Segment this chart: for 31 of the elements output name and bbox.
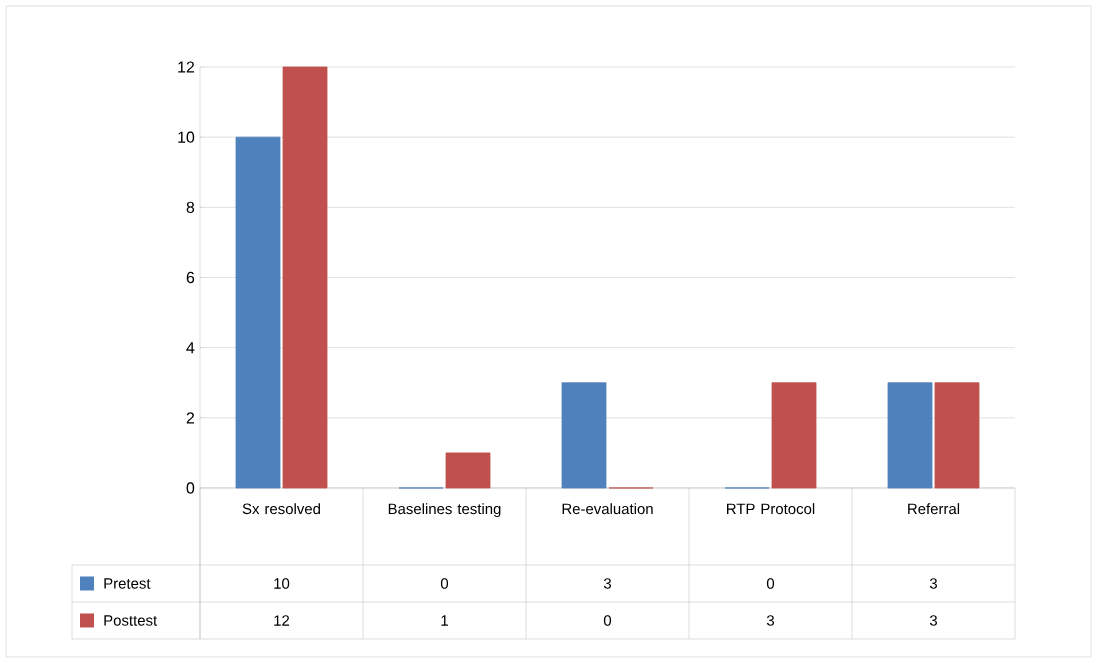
data-label: 3 — [929, 615, 937, 626]
data-label: 0 — [603, 615, 612, 626]
bar — [445, 452, 491, 489]
y-tick-label: 8 — [186, 201, 195, 213]
data-label: 12 — [274, 615, 290, 626]
data-label: 1 — [441, 615, 448, 626]
data-label: 3 — [929, 578, 937, 589]
data-label: 0 — [440, 578, 449, 589]
legend-label: Posttest — [104, 615, 158, 626]
y-tick-label: 0 — [186, 482, 195, 494]
data-label: 3 — [603, 578, 612, 589]
y-tick-label: 2 — [186, 412, 195, 424]
legend-label: Pretest — [104, 578, 151, 589]
x-tick-label: RTP Protocol — [727, 503, 815, 515]
x-tick-label: Baselines testing — [388, 503, 501, 518]
bar — [235, 136, 281, 489]
bar — [934, 382, 980, 489]
y-tick-label: 12 — [178, 61, 195, 73]
data-label: 3 — [766, 615, 774, 626]
bar — [771, 382, 817, 489]
y-tick-label: 10 — [178, 131, 195, 143]
data-label: 10 — [274, 578, 290, 589]
bar — [282, 66, 328, 489]
bar — [561, 382, 607, 489]
x-tick-label: Referral — [908, 503, 960, 515]
bar — [887, 382, 933, 489]
x-tick-label: Re-evaluation — [562, 503, 653, 515]
y-tick-label: 6 — [186, 271, 195, 284]
x-tick-label: Sx resolved — [242, 503, 320, 515]
y-tick-label: 4 — [186, 342, 195, 354]
data-label: 0 — [766, 578, 775, 589]
